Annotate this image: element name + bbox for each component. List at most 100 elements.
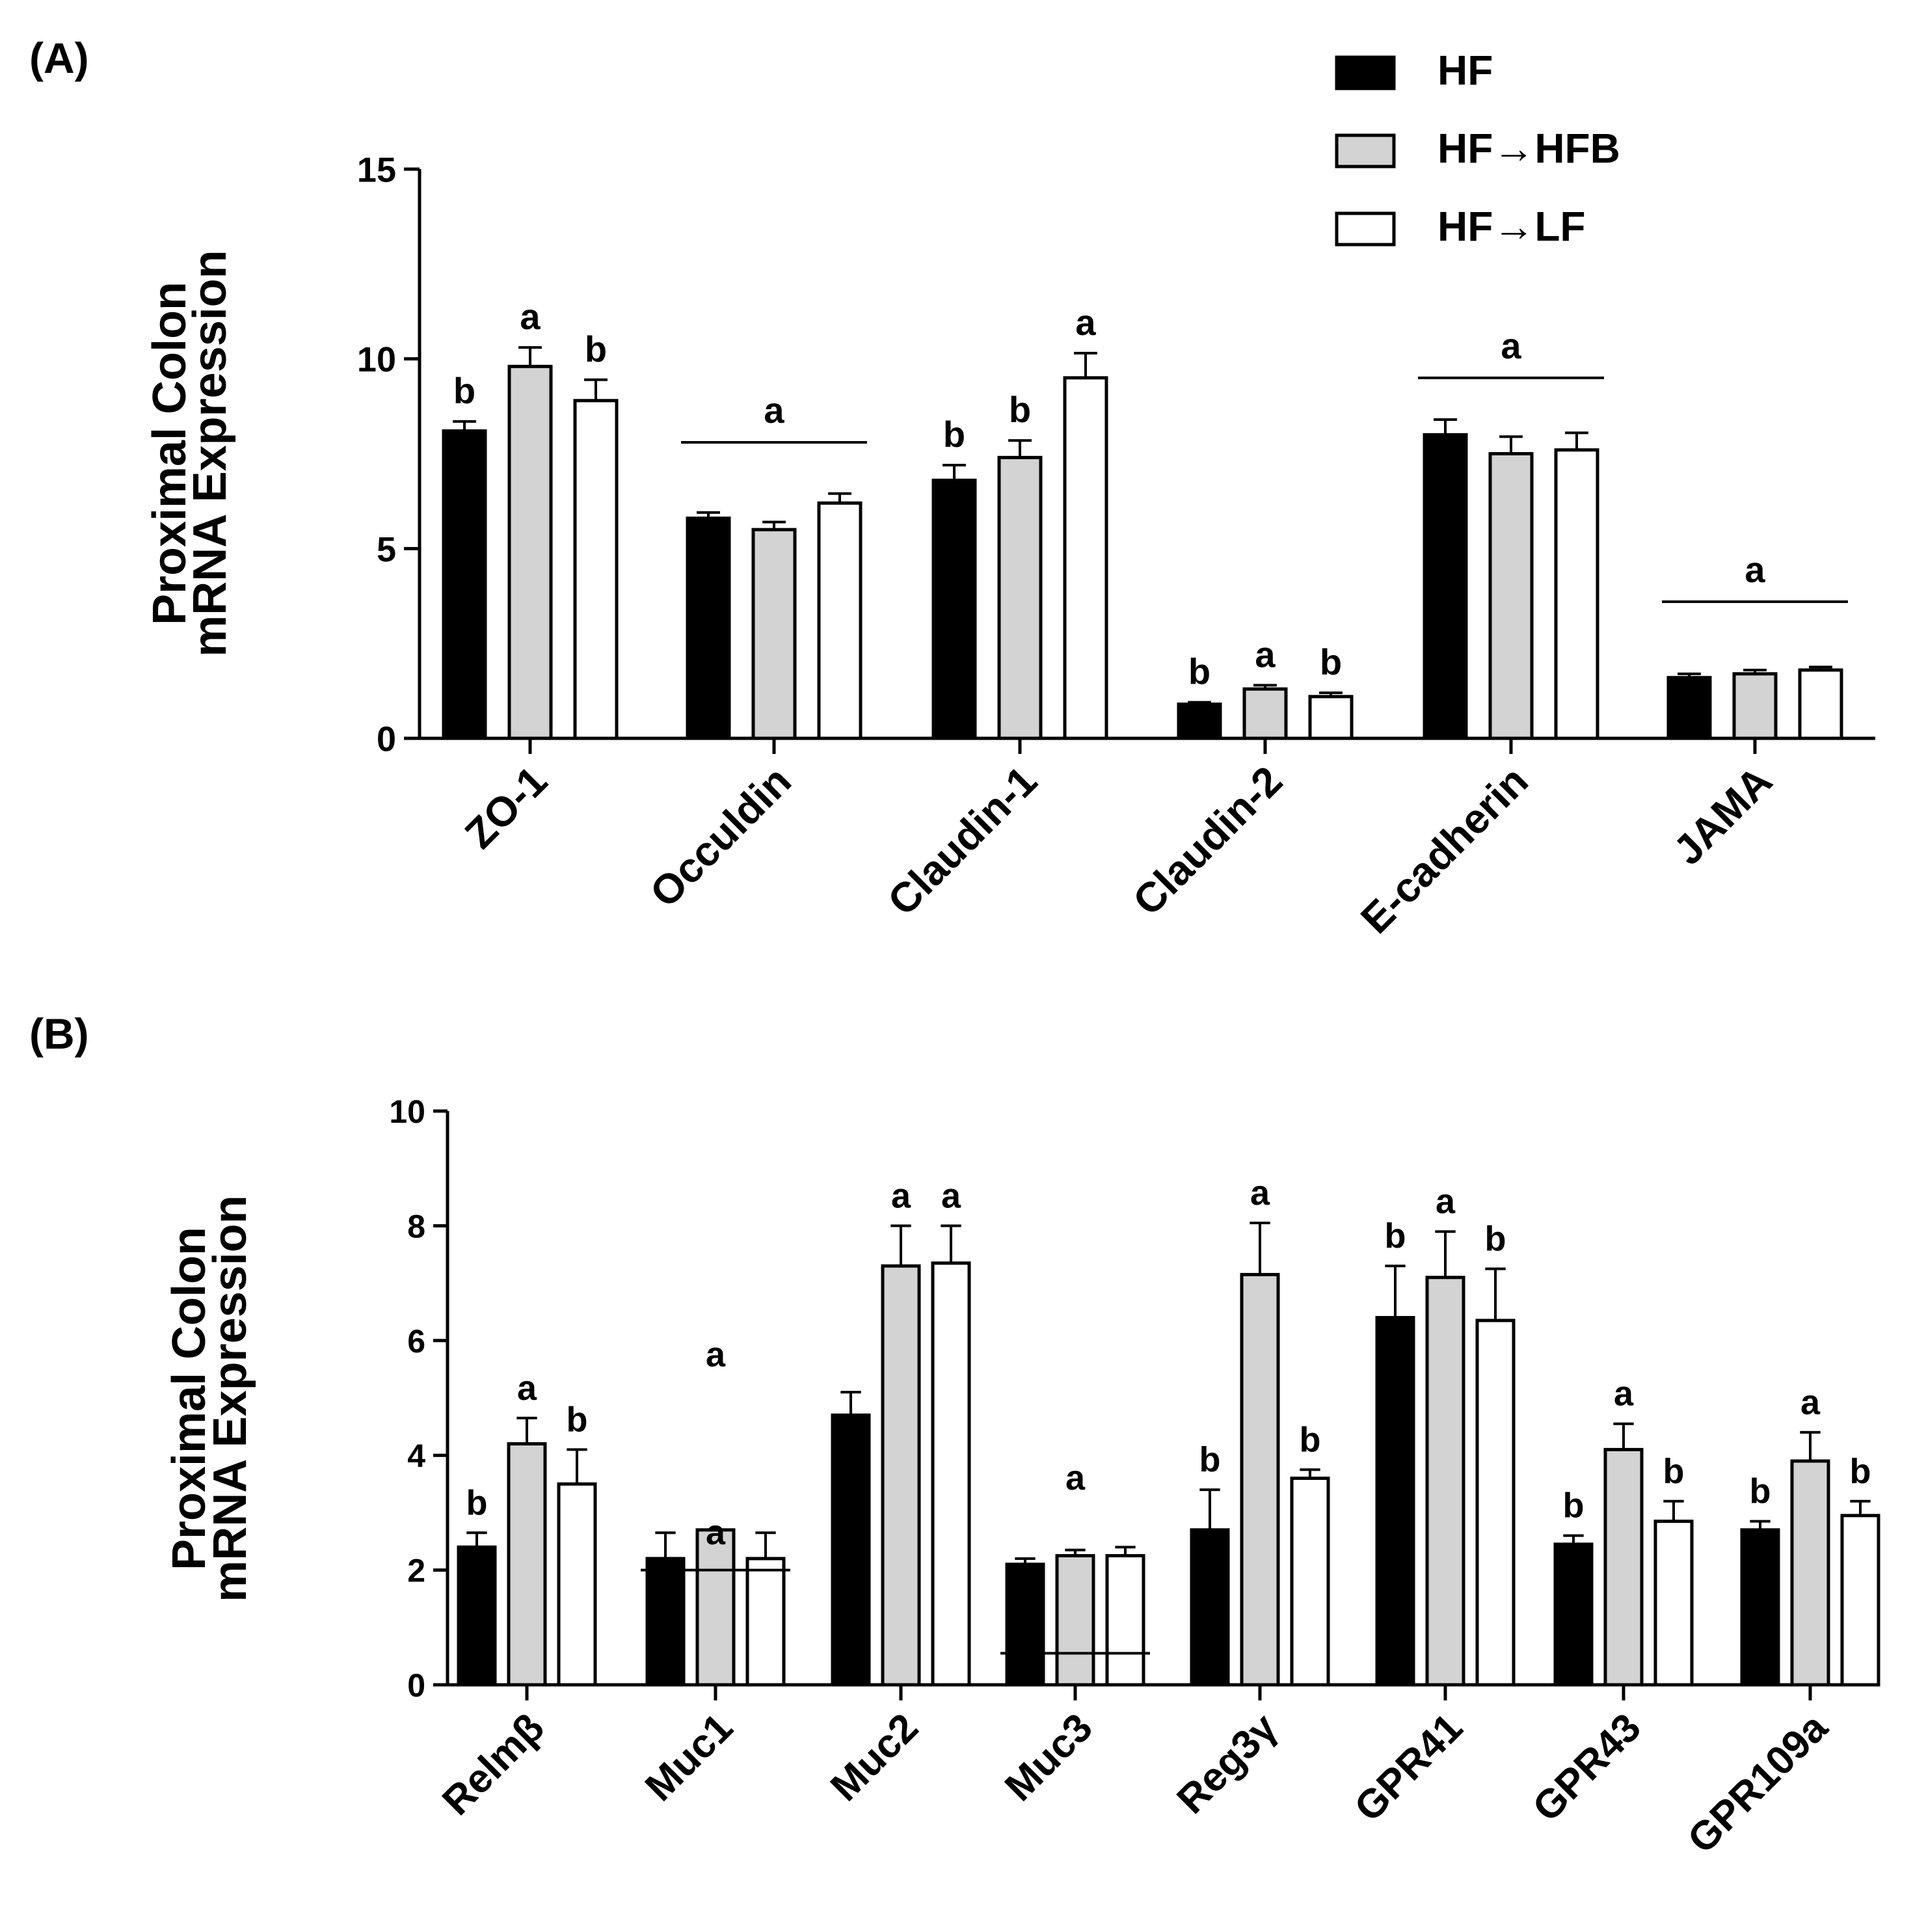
x-tick-label: Occuldin (641, 757, 800, 917)
bar (1055, 1554, 1095, 1687)
x-tick-label: Claudin-2 (1124, 757, 1291, 924)
significance-letter: a (706, 1513, 726, 1552)
y-axis-label: mRNA Expression (184, 250, 236, 657)
bar (1425, 1276, 1465, 1687)
bar (831, 1413, 871, 1687)
x-tick-label: Claudin-1 (879, 757, 1046, 924)
x-tick-label: Muc3 (996, 1705, 1101, 1810)
significance-letter: b (1199, 1440, 1221, 1479)
significance-letter: b (585, 329, 607, 369)
bar (695, 1528, 736, 1687)
x-tick-label: GPR41 (1346, 1705, 1471, 1831)
significance-letter: b (1009, 389, 1031, 430)
x-tick-label: Muc1 (637, 1705, 742, 1810)
bar (1240, 1272, 1280, 1687)
bar (573, 399, 619, 740)
bar (1740, 1528, 1780, 1687)
x-tick-label: E-cadherin (1352, 757, 1537, 943)
y-tick-label: 10 (389, 1093, 425, 1130)
bar (1063, 376, 1108, 740)
y-axis-label: Proximal Colon (144, 282, 196, 625)
significance-letter: b (943, 414, 965, 455)
significance-letter: a (706, 1335, 726, 1374)
bar (745, 1557, 786, 1687)
bar (1653, 1520, 1694, 1687)
x-tick-label: GPR109a (1679, 1705, 1837, 1862)
panel-label: (B) (29, 1010, 89, 1058)
bar (1177, 703, 1222, 740)
y-tick-label: 8 (407, 1208, 425, 1244)
significance-letter: a (1250, 1174, 1270, 1213)
bar (507, 364, 553, 740)
significance-letter: a (1075, 302, 1096, 343)
legend-swatch (1335, 133, 1396, 168)
bar (1732, 672, 1778, 740)
bar (817, 501, 863, 740)
bar (557, 1482, 597, 1687)
bar (1553, 1542, 1594, 1687)
significance-letter: b (1188, 651, 1210, 692)
significance-letter: a (1800, 1383, 1821, 1422)
bar (442, 429, 487, 740)
bar (686, 517, 731, 740)
legend-label: HF→LF (1438, 203, 1586, 250)
panel-label: (A) (29, 34, 89, 82)
bar (1242, 687, 1288, 740)
bar (1190, 1528, 1230, 1687)
legend: HF HF→HFB HF→LF (1335, 47, 1620, 250)
bar (457, 1545, 497, 1687)
bar (1475, 1319, 1516, 1687)
significance-letter: b (567, 1400, 588, 1439)
y-tick-label: 6 (407, 1323, 425, 1360)
y-axis-label: mRNA Expression (204, 1195, 256, 1602)
legend-label: HF→HFB (1438, 125, 1620, 172)
legend-label: HF (1438, 47, 1493, 94)
significance-letter: a (520, 296, 541, 337)
significance-letter: b (1320, 641, 1342, 682)
significance-letter: b (1663, 1452, 1685, 1491)
bar (881, 1264, 921, 1687)
y-tick-label: 10 (357, 340, 396, 379)
y-tick-label: 15 (357, 150, 396, 189)
bar (931, 1261, 971, 1687)
bar (1375, 1316, 1415, 1687)
y-axis-label: Proximal Colon (163, 1227, 215, 1570)
bar (931, 478, 977, 740)
significance-letter: b (1850, 1452, 1871, 1491)
bar (1603, 1447, 1644, 1687)
x-tick-label: Relmβ (434, 1705, 553, 1824)
bar (1666, 676, 1712, 740)
bar (751, 528, 797, 740)
bar (1790, 1459, 1830, 1687)
significance-letter: b (453, 370, 475, 411)
significance-letter: a (1436, 1182, 1456, 1221)
y-tick-label: 4 (407, 1438, 425, 1474)
x-tick-label: GPR43 (1524, 1705, 1650, 1831)
x-tick-label: Reg3γ (1169, 1705, 1287, 1823)
bar (1798, 668, 1843, 740)
significance-letter: a (1065, 1458, 1086, 1497)
bar (1005, 1563, 1045, 1687)
legend-swatch (1335, 55, 1396, 90)
y-tick-label: 0 (407, 1667, 425, 1704)
bar (997, 455, 1043, 740)
bar (1290, 1476, 1330, 1687)
bar (507, 1442, 547, 1687)
significance-letter: a (1255, 634, 1276, 675)
x-tick-label: Muc2 (822, 1705, 927, 1810)
significance-letter: a (941, 1176, 961, 1215)
significance-letter: b (1485, 1220, 1506, 1259)
bar (645, 1557, 686, 1687)
significance-letter: a (1501, 325, 1521, 366)
significance-letter: b (1563, 1486, 1585, 1525)
bar (1488, 452, 1534, 740)
significance-letter: b (1750, 1472, 1771, 1511)
significance-letter: b (1385, 1216, 1406, 1255)
bar (1423, 433, 1468, 740)
significance-letter: a (517, 1369, 537, 1408)
significance-letter: b (1300, 1420, 1321, 1459)
y-tick-label: 5 (377, 530, 396, 569)
legend-swatch (1335, 211, 1396, 247)
